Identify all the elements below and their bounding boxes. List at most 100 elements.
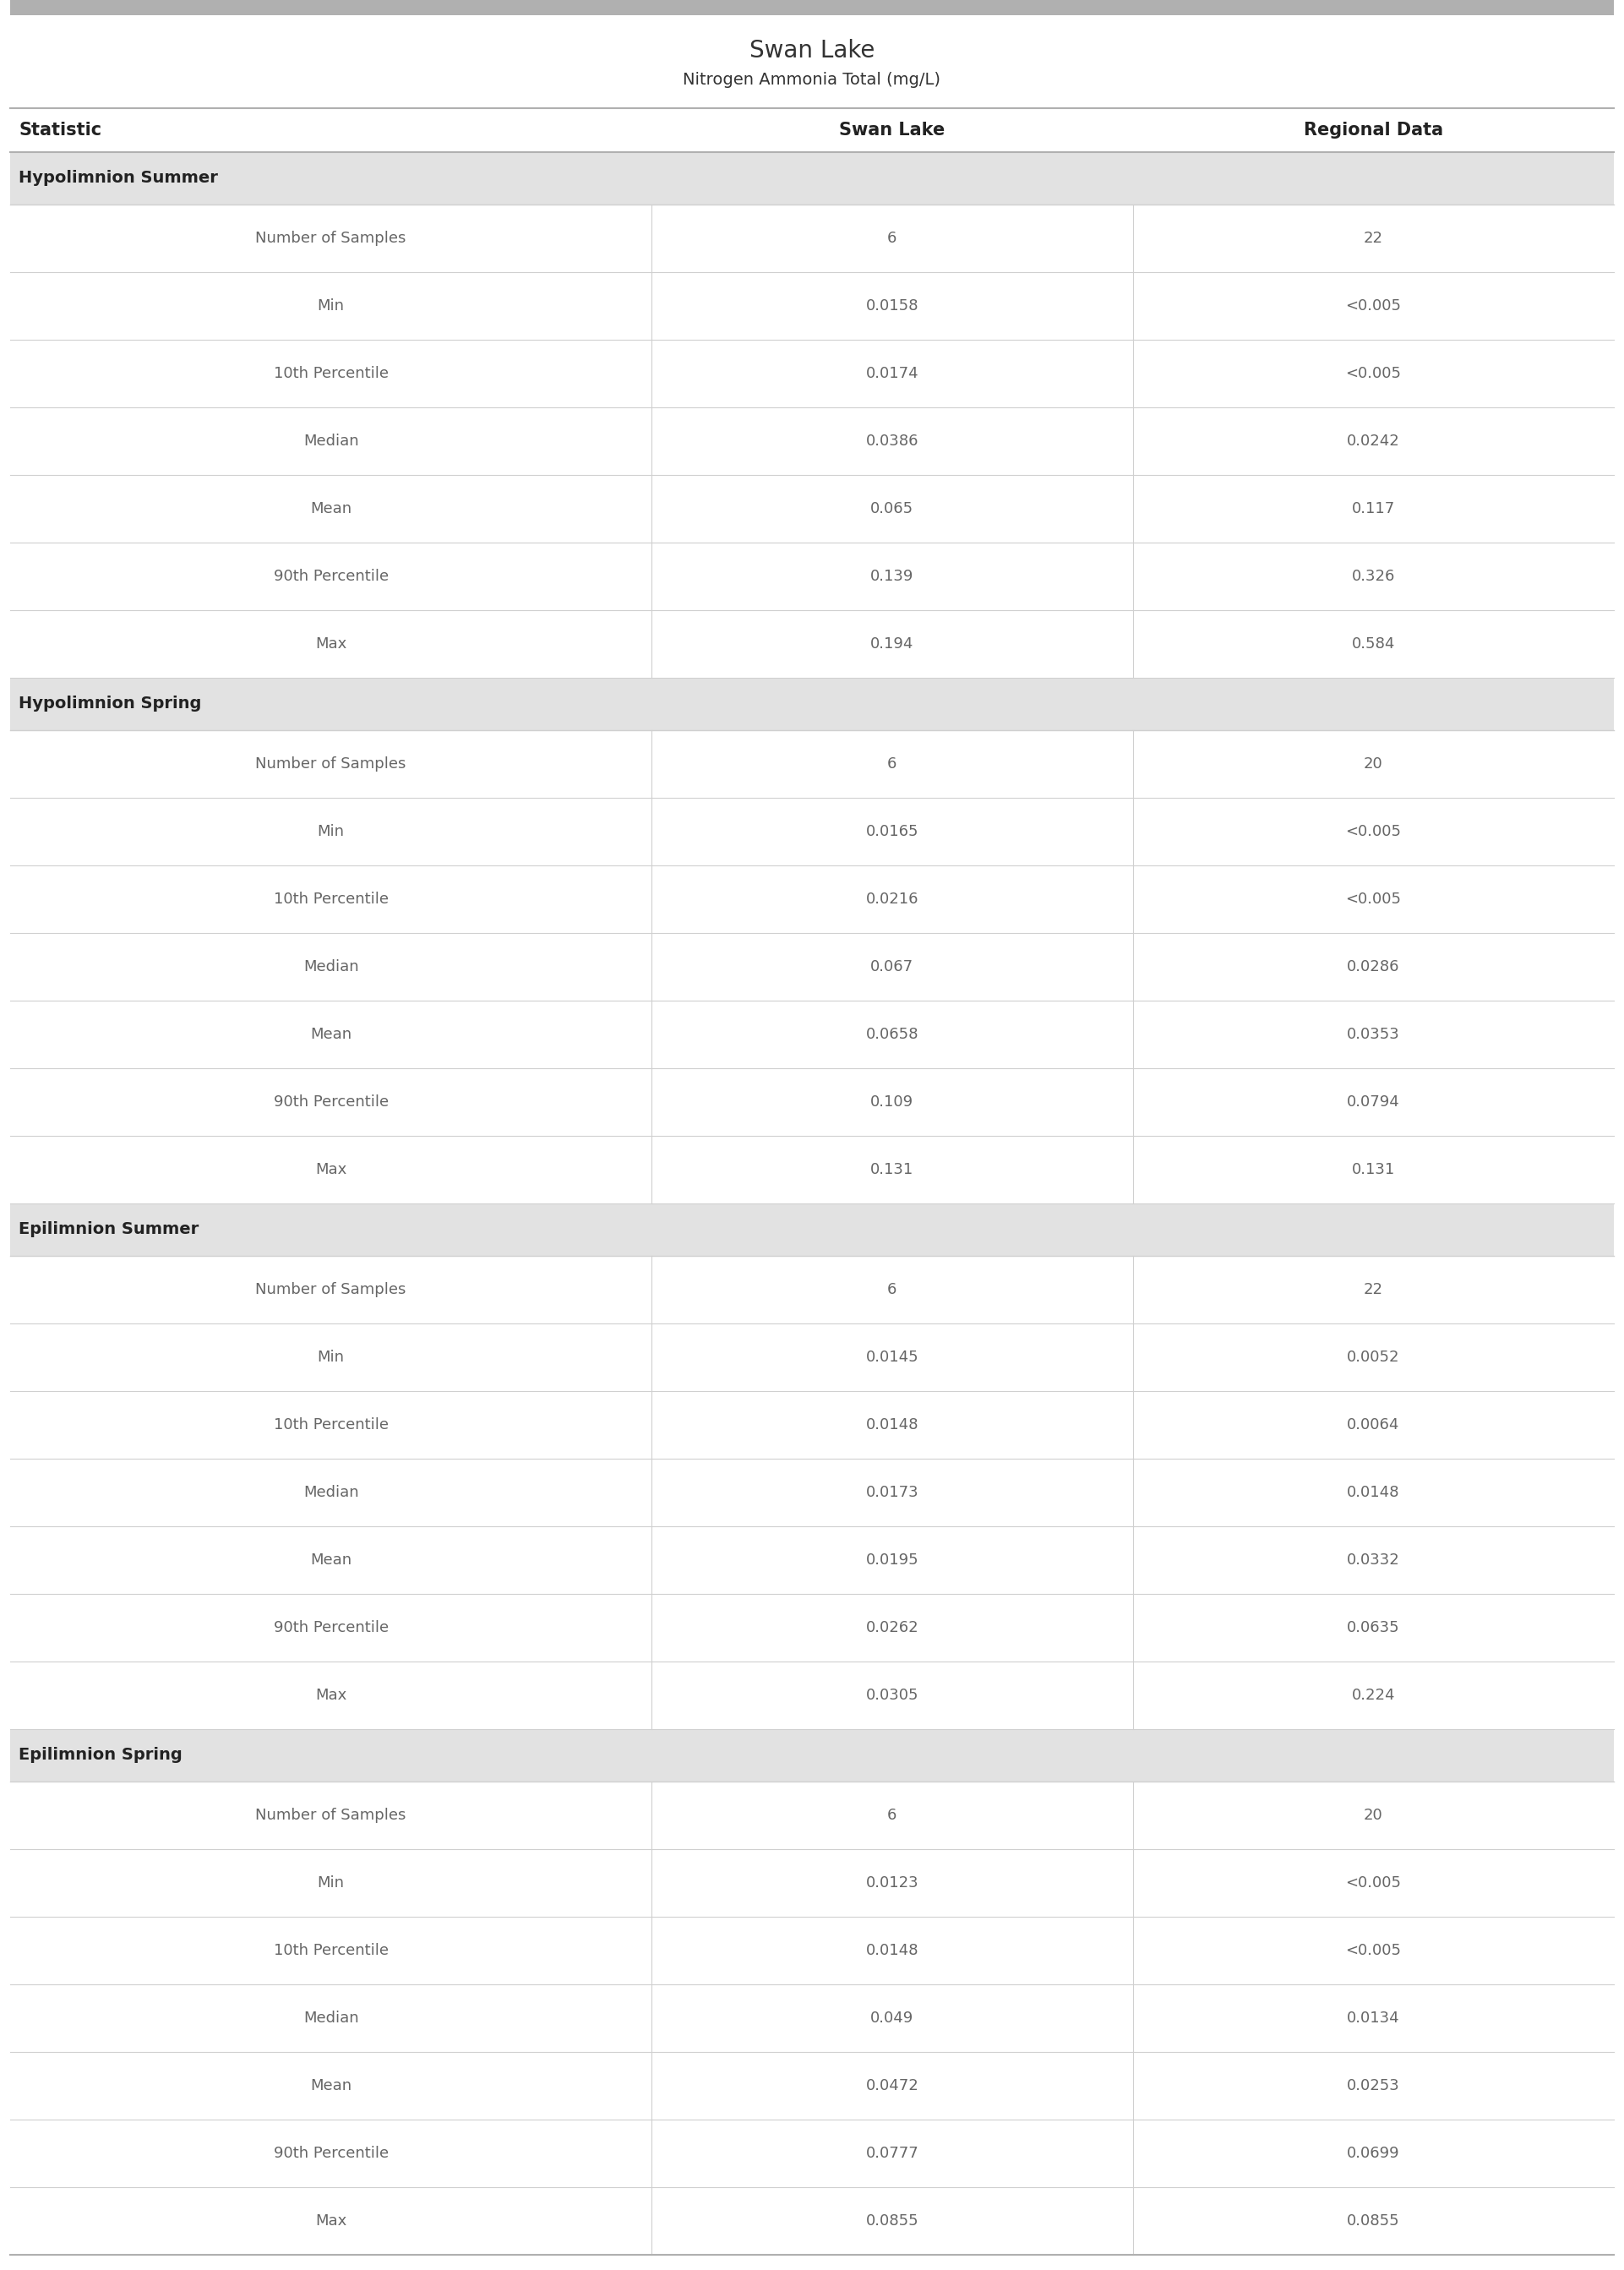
Bar [10,797,1614,865]
Text: 6: 6 [887,232,896,245]
Bar [10,933,1614,1001]
Text: 0.0286: 0.0286 [1346,960,1400,974]
Text: 0.0855: 0.0855 [1346,2213,1400,2229]
Bar [10,2052,1614,2120]
Bar [10,2188,1614,2254]
Text: 0.0216: 0.0216 [866,892,919,906]
Bar [10,1594,1614,1662]
Text: 0.0174: 0.0174 [866,365,919,381]
Text: 10th Percentile: 10th Percentile [273,1416,388,1432]
Bar [10,865,1614,933]
Bar [10,1135,1614,1203]
Bar [10,1782,1614,1850]
Text: 0.131: 0.131 [870,1162,914,1178]
Bar [10,1323,1614,1392]
Text: 0.194: 0.194 [870,636,914,651]
Text: Regional Data: Regional Data [1304,123,1444,138]
Text: Number of Samples: Number of Samples [255,756,406,772]
Text: 0.0262: 0.0262 [866,1621,919,1634]
Text: 0.0123: 0.0123 [866,1875,919,1891]
Bar [10,611,1614,679]
Bar [10,406,1614,474]
Text: 20: 20 [1364,1807,1384,1823]
Text: Median: Median [304,1485,359,1500]
Text: 90th Percentile: 90th Percentile [273,2145,388,2161]
Bar [10,679,1614,731]
Text: Hypolimnion Spring: Hypolimnion Spring [18,697,201,713]
Bar [10,204,1614,272]
Bar [10,1730,1614,1782]
Bar [10,340,1614,406]
Text: 0.0158: 0.0158 [866,297,919,313]
Text: 90th Percentile: 90th Percentile [273,1094,388,1110]
Text: 0.117: 0.117 [1351,502,1395,515]
Text: Number of Samples: Number of Samples [255,1807,406,1823]
Text: Median: Median [304,960,359,974]
Text: 0.0658: 0.0658 [866,1026,919,1042]
Bar [10,1392,1614,1460]
Text: Mean: Mean [310,1553,352,1569]
Text: Min: Min [317,1875,344,1891]
Text: Max: Max [315,2213,346,2229]
Text: 0.131: 0.131 [1351,1162,1395,1178]
Text: 0.0332: 0.0332 [1346,1553,1400,1569]
Text: 0.326: 0.326 [1351,570,1395,583]
Bar [10,1203,1614,1255]
Text: 0.067: 0.067 [870,960,914,974]
Text: Mean: Mean [310,1026,352,1042]
Text: 10th Percentile: 10th Percentile [273,365,388,381]
Text: 0.0242: 0.0242 [1346,434,1400,449]
Text: Epilimnion Spring: Epilimnion Spring [18,1748,182,1764]
Text: <0.005: <0.005 [1345,365,1402,381]
Text: Swan Lake: Swan Lake [749,39,875,61]
Text: <0.005: <0.005 [1345,892,1402,906]
Bar [10,2120,1614,2188]
Text: Epilimnion Summer: Epilimnion Summer [18,1221,198,1237]
Text: 10th Percentile: 10th Percentile [273,1943,388,1959]
Text: 0.0353: 0.0353 [1346,1026,1400,1042]
Text: Number of Samples: Number of Samples [255,232,406,245]
Text: 22: 22 [1364,1283,1384,1296]
Text: 0.139: 0.139 [870,570,914,583]
Text: 6: 6 [887,1283,896,1296]
Text: 0.224: 0.224 [1351,1687,1395,1702]
Text: Median: Median [304,2011,359,2025]
Bar [10,0,1614,16]
Text: 0.0052: 0.0052 [1346,1351,1400,1364]
Text: 22: 22 [1364,232,1384,245]
Bar [10,474,1614,543]
Bar [10,1255,1614,1323]
Bar [10,1460,1614,1525]
Bar [10,1850,1614,1916]
Text: <0.005: <0.005 [1345,1875,1402,1891]
Text: 20: 20 [1364,756,1384,772]
Text: 0.0145: 0.0145 [866,1351,919,1364]
Text: 0.0148: 0.0148 [1346,1485,1400,1500]
Text: 0.0134: 0.0134 [1346,2011,1400,2025]
Text: Min: Min [317,1351,344,1364]
Text: 0.0777: 0.0777 [866,2145,919,2161]
Text: 0.0305: 0.0305 [866,1687,919,1702]
Text: Number of Samples: Number of Samples [255,1283,406,1296]
Text: Min: Min [317,297,344,313]
Bar [10,1916,1614,1984]
Text: 0.0253: 0.0253 [1346,2077,1400,2093]
Text: 0.0064: 0.0064 [1346,1416,1400,1432]
Bar [10,1069,1614,1135]
Text: 0.0165: 0.0165 [866,824,919,840]
Bar [10,1984,1614,2052]
Text: <0.005: <0.005 [1345,1943,1402,1959]
Text: 0.049: 0.049 [870,2011,914,2025]
Text: Nitrogen Ammonia Total (mg/L): Nitrogen Ammonia Total (mg/L) [684,73,940,89]
Text: 0.0635: 0.0635 [1346,1621,1400,1634]
Text: 0.584: 0.584 [1351,636,1395,651]
Bar [10,152,1614,204]
Bar [10,1525,1614,1594]
Text: 0.0472: 0.0472 [866,2077,919,2093]
Bar [10,543,1614,611]
Text: Mean: Mean [310,502,352,515]
Text: 0.0699: 0.0699 [1346,2145,1400,2161]
Bar [10,1662,1614,1730]
Text: 0.0173: 0.0173 [866,1485,919,1500]
Text: Min: Min [317,824,344,840]
